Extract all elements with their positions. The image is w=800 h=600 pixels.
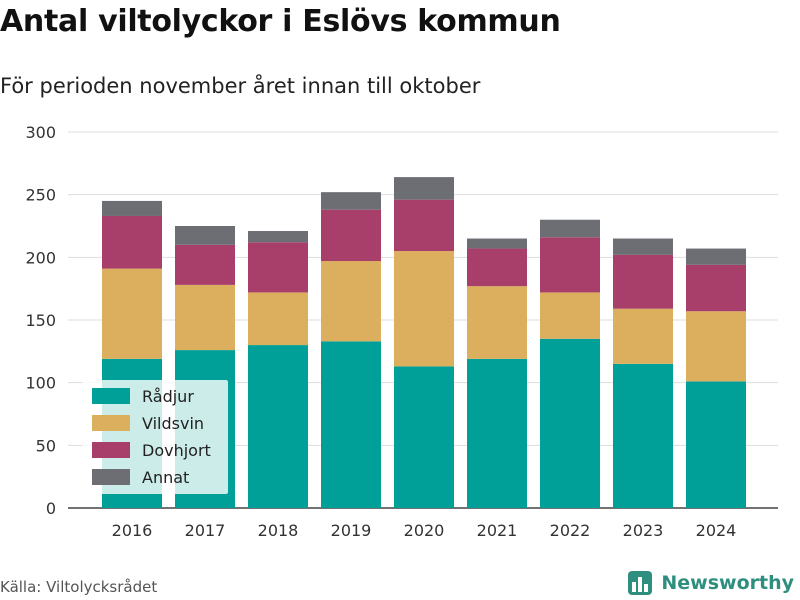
bar-rådjur-2018: [248, 345, 308, 508]
source-note: Källa: Viltolycksrådet: [0, 578, 158, 596]
y-tick-label: 300: [25, 123, 56, 142]
x-tick-label: 2024: [696, 521, 737, 540]
bar-annat-2020: [394, 177, 454, 200]
bar-dovhjort-2020: [394, 199, 454, 252]
y-tick-label: 0: [46, 499, 56, 518]
legend-swatch-dovhjort: [92, 442, 130, 458]
bar-dovhjort-2017: [175, 244, 235, 285]
x-tick-label: 2016: [112, 521, 153, 540]
bar-dovhjort-2021: [467, 248, 527, 287]
legend-swatch-vildsvin: [92, 415, 130, 431]
bar-rådjur-2020: [394, 366, 454, 508]
bar-vildsvin-2022: [540, 292, 600, 339]
bar-dovhjort-2022: [540, 237, 600, 293]
bar-vildsvin-2023: [613, 308, 673, 364]
bar-rådjur-2022: [540, 338, 600, 508]
x-tick-label: 2017: [185, 521, 226, 540]
bar-rådjur-2024: [686, 381, 746, 508]
y-tick-label: 150: [25, 311, 56, 330]
bar-vildsvin-2021: [467, 286, 527, 359]
x-tick-label: 2018: [258, 521, 299, 540]
bar-dovhjort-2016: [102, 215, 162, 269]
bar-vildsvin-2019: [321, 261, 381, 342]
legend-swatch-annat: [92, 469, 130, 485]
bar-dovhjort-2018: [248, 242, 308, 293]
bar-annat-2016: [102, 200, 162, 216]
legend-swatch-rådjur: [92, 388, 130, 404]
bar-annat-2024: [686, 248, 746, 265]
bar-rådjur-2023: [613, 363, 673, 508]
bar-vildsvin-2020: [394, 251, 454, 367]
bar-chart-icon: [628, 571, 653, 595]
legend-label-vildsvin: Vildsvin: [142, 414, 204, 433]
bar-rådjur-2019: [321, 341, 381, 508]
bar-annat-2019: [321, 192, 381, 210]
bar-vildsvin-2016: [102, 268, 162, 359]
legend-label-rådjur: Rådjur: [142, 387, 194, 406]
brand-name: Newsworthy: [661, 572, 794, 594]
newsworthy-logo: Newsworthy: [627, 570, 794, 596]
y-tick-label: 250: [25, 186, 56, 205]
bar-annat-2022: [540, 219, 600, 238]
x-tick-label: 2022: [550, 521, 591, 540]
bar-vildsvin-2018: [248, 292, 308, 346]
y-tick-label: 200: [25, 248, 56, 267]
bar-dovhjort-2023: [613, 254, 673, 309]
x-tick-label: 2020: [404, 521, 445, 540]
bar-annat-2018: [248, 231, 308, 243]
y-tick-label: 100: [25, 374, 56, 393]
x-tick-label: 2023: [623, 521, 664, 540]
chart-subtitle: För perioden november året innan till ok…: [0, 74, 481, 98]
x-tick-label: 2021: [477, 521, 518, 540]
x-tick-label: 2019: [331, 521, 372, 540]
bar-vildsvin-2024: [686, 311, 746, 382]
legend-label-annat: Annat: [142, 468, 189, 487]
legend-box: [82, 380, 228, 494]
bar-rådjur-2021: [467, 358, 527, 508]
chart-title: Antal viltolyckor i Eslövs kommun: [0, 4, 561, 39]
bar-dovhjort-2024: [686, 264, 746, 312]
bar-annat-2017: [175, 226, 235, 245]
bar-annat-2021: [467, 238, 527, 249]
bar-vildsvin-2017: [175, 284, 235, 351]
bar-dovhjort-2019: [321, 209, 381, 262]
legend-label-dovhjort: Dovhjort: [142, 441, 211, 460]
y-tick-label: 50: [36, 436, 56, 455]
bar-annat-2023: [613, 238, 673, 255]
